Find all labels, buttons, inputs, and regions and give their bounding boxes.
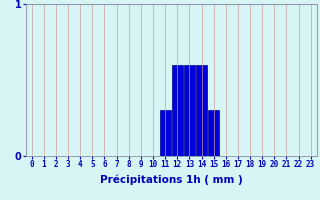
Bar bbox=[196, 65, 207, 156]
Bar bbox=[184, 65, 195, 156]
Bar bbox=[172, 65, 183, 156]
X-axis label: Précipitations 1h ( mm ): Précipitations 1h ( mm ) bbox=[100, 175, 243, 185]
Bar bbox=[208, 110, 219, 156]
Bar bbox=[160, 110, 171, 156]
